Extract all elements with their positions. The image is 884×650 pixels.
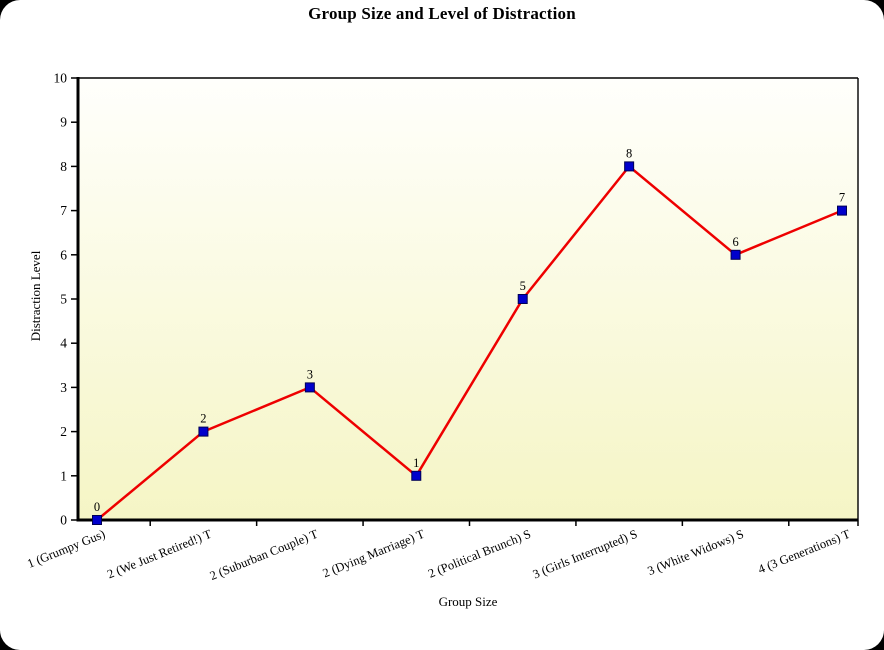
data-point-marker [411, 470, 422, 481]
chart-title: Group Size and Level of Distraction [308, 4, 576, 23]
y-tick-label: 2 [60, 424, 67, 439]
data-point-label: 2 [200, 412, 206, 426]
data-point-label: 7 [839, 191, 845, 205]
y-tick-label: 5 [60, 292, 67, 307]
x-category-label: 2 (Suburban Couple) T [208, 527, 321, 583]
y-tick-label: 6 [60, 247, 67, 262]
data-point-marker [198, 426, 209, 437]
data-point-marker [624, 161, 635, 172]
y-tick-label: 1 [60, 468, 67, 483]
data-point-marker [730, 249, 741, 260]
y-tick-label: 9 [60, 115, 67, 130]
data-point-marker [517, 294, 528, 304]
data-point-label: 8 [626, 146, 632, 160]
y-tick-label: 8 [60, 159, 67, 174]
y-tick-label: 10 [54, 71, 68, 86]
series-line [96, 165, 843, 521]
data-point-label: 0 [94, 500, 100, 514]
x-category-label: 1 (Grumpy Gus) [25, 527, 107, 571]
x-category-label: 2 (Dying Marriage) T [321, 527, 427, 581]
y-tick-label: 0 [60, 513, 67, 528]
data-point-marker [837, 205, 847, 216]
x-axis-title: Group Size [438, 594, 498, 609]
data-point-marker [304, 382, 315, 393]
data-point-label: 1 [413, 456, 419, 470]
y-tick-label: 4 [60, 336, 67, 351]
y-tick-label: 7 [60, 203, 67, 218]
x-category-label: 4 (3 Generations) T [756, 527, 852, 577]
plot-background [78, 78, 858, 520]
x-category-label: 3 (Girls Interrupted) S [531, 527, 640, 582]
data-point-marker [92, 515, 102, 525]
data-point-label: 3 [307, 367, 313, 381]
x-category-label: 3 (White Widows) S [646, 527, 746, 578]
x-category-label: 2 (Political Brunch) S [426, 527, 533, 581]
x-category-label: 2 (We Just Retired!) T [105, 527, 214, 582]
data-point-label: 5 [520, 279, 526, 293]
y-tick-label: 3 [60, 380, 67, 395]
data-point-label: 6 [732, 235, 738, 249]
